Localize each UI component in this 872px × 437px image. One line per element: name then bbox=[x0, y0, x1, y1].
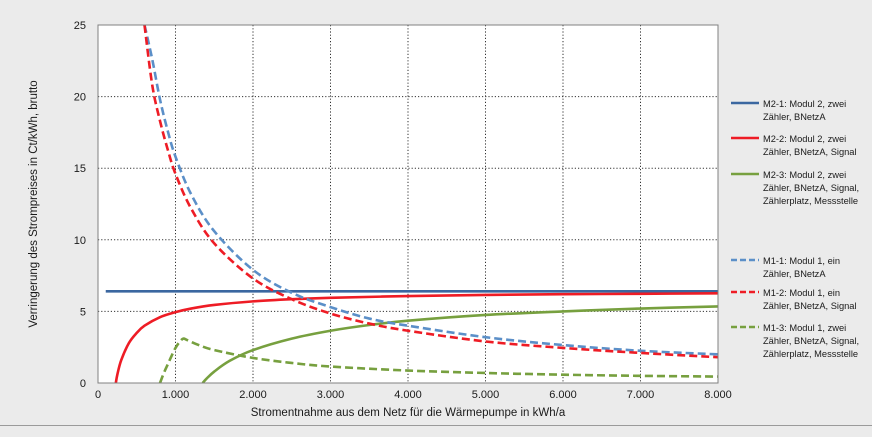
legend: M2-1: Modul 2, zwei Zähler, BNetzA M2-2: M… bbox=[731, 99, 859, 359]
series-line-3 bbox=[201, 305, 718, 383]
legend-label: Zählerplatz, Messstelle bbox=[763, 196, 858, 206]
bottom-divider bbox=[0, 425, 872, 426]
x-tick-label: 6.000 bbox=[549, 389, 577, 401]
series-line-2 bbox=[114, 292, 718, 383]
legend-label: M1-3: Modul 1, zwei bbox=[763, 323, 846, 333]
legend-label: Zählerplatz, Messstelle bbox=[763, 349, 858, 359]
plot-border bbox=[97, 24, 719, 384]
x-tick-label: 4.000 bbox=[394, 389, 422, 401]
legend-label: M2-2: Modul 2, zwei bbox=[763, 134, 846, 144]
x-tick-label: 3.000 bbox=[317, 389, 345, 401]
legend-label: Zähler, BNetzA, Signal bbox=[763, 301, 857, 311]
y-tick-label: 0 bbox=[80, 378, 86, 390]
x-tick-label: 2.000 bbox=[239, 389, 267, 401]
legend-label: M2-1: Modul 2, zwei bbox=[763, 99, 846, 109]
legend-label: Zähler, BNetzA bbox=[763, 269, 826, 279]
y-tick-label: 5 bbox=[80, 306, 86, 318]
y-tick-label: 15 bbox=[74, 163, 86, 175]
x-tick-label: 0 bbox=[95, 389, 101, 401]
y-tick-label: 20 bbox=[74, 92, 86, 104]
legend-label: M2-3: Modul 2, zwei bbox=[763, 170, 846, 180]
legend-label: M1-2: Modul 1, ein bbox=[763, 288, 840, 298]
grid bbox=[98, 25, 718, 383]
x-tick-label: 7.000 bbox=[627, 389, 655, 401]
legend-label: Zähler, BNetzA bbox=[763, 112, 826, 122]
y-tick-label: 25 bbox=[74, 20, 86, 32]
legend-label: M1-1: Modul 1, ein bbox=[763, 256, 840, 266]
tick-labels: 0 1.000 2.000 3.000 4.000 5.000 6.000 7.000 8.00… bbox=[74, 20, 732, 401]
legend-label: Zähler, BNetzA, Signal, bbox=[763, 183, 859, 193]
legend-label: Zähler, BNetzA, Signal, bbox=[763, 336, 859, 346]
y-axis-title: Verringerung des Strompreises in Ct/kWh,… bbox=[28, 80, 40, 327]
series-layer bbox=[105, 25, 718, 383]
x-tick-label: 1.000 bbox=[162, 389, 190, 401]
y-tick-label: 10 bbox=[74, 235, 86, 247]
series-line-5 bbox=[143, 25, 718, 359]
x-tick-label: 8.000 bbox=[704, 389, 732, 401]
x-axis-title: Stromentnahme aus dem Netz für die Wärme… bbox=[251, 407, 566, 419]
legend-label: Zähler, BNetzA, Signal bbox=[763, 147, 857, 157]
series-line-6 bbox=[158, 337, 718, 383]
x-tick-label: 5.000 bbox=[472, 389, 500, 401]
